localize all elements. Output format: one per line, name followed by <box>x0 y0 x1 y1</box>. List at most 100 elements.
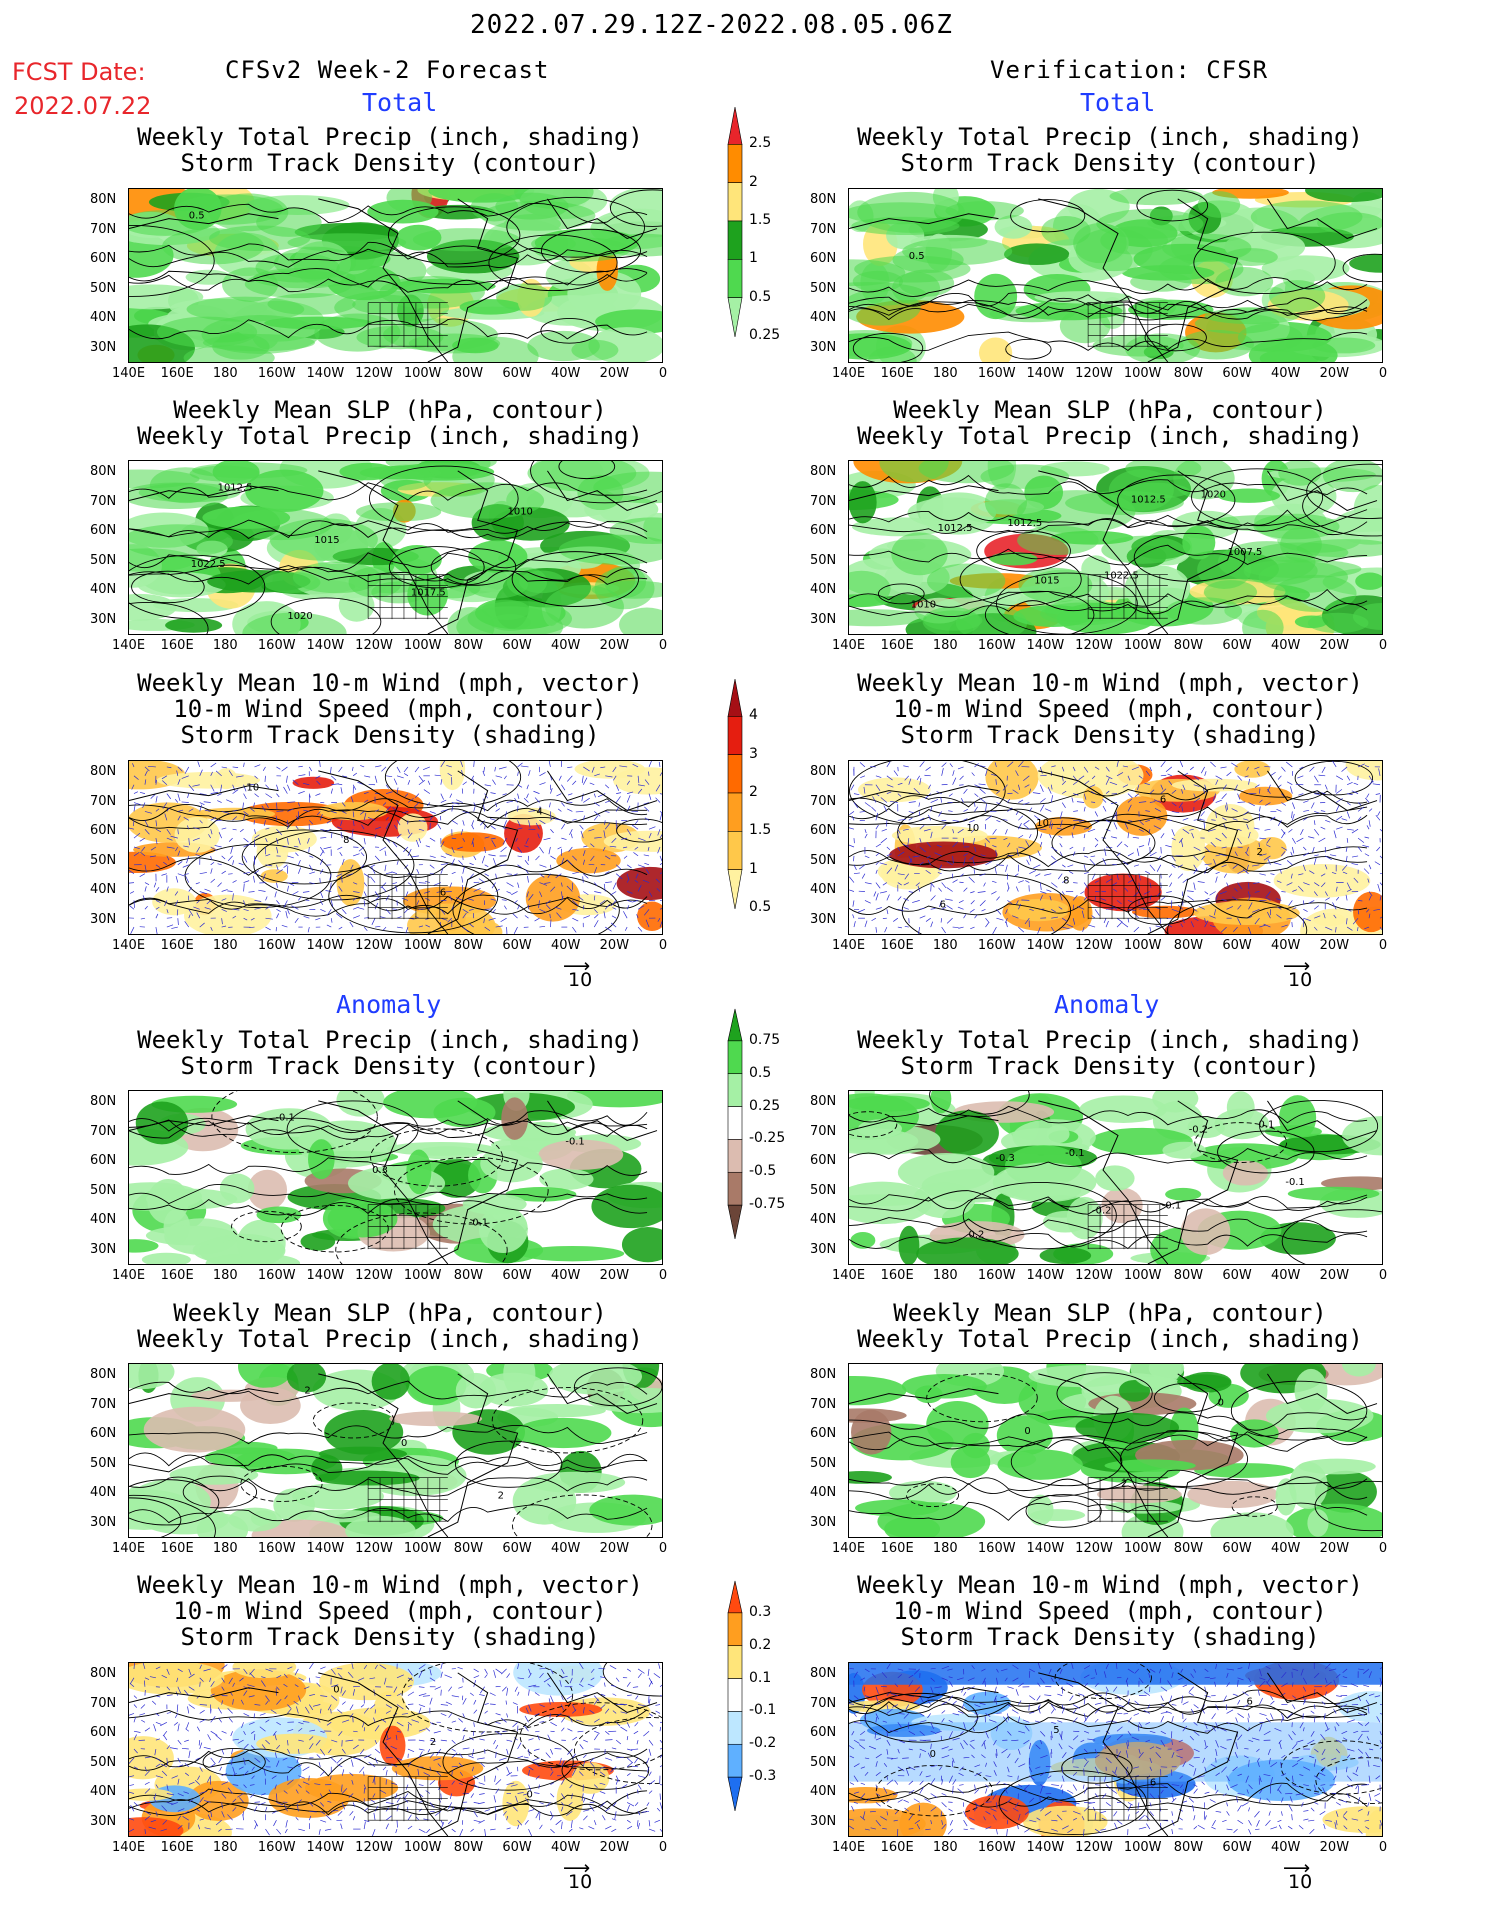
contour-label: 6 <box>940 899 946 910</box>
lon-tick-label: 120W <box>1075 938 1113 953</box>
lat-tick-label: 60N <box>90 251 117 266</box>
lon-tick-label: 80W <box>453 366 484 381</box>
lon-tick-label: 60W <box>1222 638 1252 653</box>
contour-label: 0 <box>1024 1426 1030 1437</box>
contour-label: 2 <box>430 1737 436 1748</box>
lat-tick-label: 50N <box>90 552 117 568</box>
colorbar-label: 0.25 <box>749 327 781 343</box>
contour-label: -0.3 <box>995 1153 1014 1164</box>
lat-tick-label: 70N <box>90 1123 117 1139</box>
lon-tick-label: 60W <box>1222 1268 1252 1283</box>
contour-label: -0.1 <box>275 1113 294 1124</box>
contour-layer <box>129 1367 662 1537</box>
lat-tick-label: 50N <box>90 1182 117 1198</box>
obs-wind_total-title-line: Weekly Mean 10-m Wind (mph, vector) <box>857 669 1363 697</box>
coastline-layer <box>129 1672 658 1836</box>
verification-total-label: Total <box>1080 88 1156 117</box>
contour-label: 2 <box>498 1490 504 1501</box>
lon-tick-label: 20W <box>599 1268 630 1283</box>
vector-reference-arrow-icon: ⟶ <box>563 1857 591 1879</box>
forecast-anomaly-label: Anomaly <box>336 990 442 1019</box>
lon-tick-label: 20W <box>1319 366 1350 381</box>
contour-label: -0.2 <box>1092 1206 1111 1217</box>
coastline-layer <box>129 470 658 634</box>
lat-tick-label: 40N <box>810 582 837 597</box>
lon-tick-label: 120W <box>1075 1840 1113 1855</box>
lon-tick-label: 80W <box>1173 938 1204 953</box>
lon-tick-label: 100W <box>1123 938 1162 953</box>
lon-tick-label: 0 <box>1378 1541 1388 1556</box>
lon-tick-label: 60W <box>1222 938 1252 953</box>
lon-tick-label: 60W <box>502 366 532 381</box>
lon-tick-label: 160W <box>977 1541 1016 1556</box>
lon-tick-label: 160W <box>257 638 296 653</box>
vector-reference-value: 10 <box>568 969 593 991</box>
lat-tick-label: 50N <box>810 280 837 296</box>
lon-tick-label: 160W <box>257 938 296 953</box>
contour-layer <box>129 461 662 634</box>
colorbar-label: 0.3 <box>749 1603 772 1620</box>
colorbar-label: 2 <box>749 784 758 800</box>
lon-tick-label: 160W <box>977 1268 1016 1283</box>
lon-tick-label: 20W <box>599 938 630 953</box>
coastline-layer <box>129 770 658 934</box>
vector-reference-arrow-icon: ⟶ <box>563 955 591 977</box>
lon-tick-label: 140E <box>112 1541 146 1556</box>
lon-tick-label: 100W <box>403 938 442 953</box>
lon-tick-label: 40W <box>1271 1840 1301 1855</box>
contour-label: 10 <box>247 783 260 794</box>
lon-tick-label: 140E <box>112 638 146 653</box>
lat-tick-label: 30N <box>810 611 837 627</box>
vector-reference-arrow-icon: ⟶ <box>1283 955 1311 977</box>
lon-tick-label: 100W <box>403 1541 442 1556</box>
lon-tick-label: 0 <box>1378 638 1388 653</box>
lat-tick-label: 30N <box>810 911 837 927</box>
contour-label: -0.2 <box>1189 1125 1208 1136</box>
coastline-layer <box>849 470 1378 634</box>
lon-tick-label: 140W <box>306 1268 345 1283</box>
fcst-wind_anom-map: 0 2 0 <box>128 1662 663 1837</box>
colorbar-label: 0.5 <box>749 288 772 305</box>
fcst-wind_total-title-line: Weekly Mean 10-m Wind (mph, vector) <box>137 669 643 697</box>
colorbar-storm_anom <box>727 1580 743 1816</box>
contour-label: 1007.5 <box>1228 547 1263 558</box>
lat-tick-label: 50N <box>810 1754 837 1770</box>
vector-layer <box>849 761 1382 934</box>
lat-tick-label: 50N <box>90 1754 117 1770</box>
lon-tick-label: 160W <box>257 1840 296 1855</box>
contour-label: 0.5 <box>909 251 925 262</box>
lon-tick-label: 60W <box>1222 1840 1252 1855</box>
contour-label: 8 <box>1063 876 1069 887</box>
colorbar-label: 1.5 <box>749 212 772 228</box>
contour-layer <box>849 463 1382 634</box>
obs-precip_total-title-line: Storm Track Density (contour) <box>900 149 1320 177</box>
colorbar-label: 1 <box>749 860 758 877</box>
lat-tick-label: 80N <box>810 764 837 779</box>
colorbar-label: 3 <box>749 745 758 762</box>
lon-tick-label: 180 <box>212 638 238 653</box>
lon-tick-label: 20W <box>599 1541 630 1556</box>
lat-tick-label: 70N <box>810 1396 837 1412</box>
obs-precip_anom-map: -0.3 -0.2 -0.2 -0.1 0.2 -0.1 -0.1 0.1 <box>848 1090 1383 1265</box>
contour-label: 1020 <box>1201 490 1226 501</box>
lat-tick-label: 60N <box>810 823 837 838</box>
colorbar-label: 0.2 <box>749 1636 772 1653</box>
lon-tick-label: 140W <box>1026 638 1065 653</box>
obs-wind_anom-title-line: Weekly Mean 10-m Wind (mph, vector) <box>857 1571 1363 1599</box>
fcst-precip_total-title-line: Storm Track Density (contour) <box>180 149 600 177</box>
lat-tick-label: 40N <box>810 1485 837 1500</box>
lon-tick-label: 140E <box>112 938 146 953</box>
lon-tick-label: 0 <box>1378 1268 1388 1283</box>
coastline-layer <box>129 1100 658 1264</box>
lon-tick-label: 180 <box>932 1541 958 1556</box>
obs-slp_anom-map: 0 2 0 <box>848 1363 1383 1538</box>
lon-tick-label: 120W <box>355 366 393 381</box>
contour-label: 1010 <box>508 506 533 517</box>
contour-layer <box>849 761 1374 934</box>
lon-tick-label: 60W <box>502 1541 532 1556</box>
lon-tick-label: 80W <box>1173 1541 1204 1556</box>
colorbar-precip_total <box>727 106 743 342</box>
contour-label: 1017.5 <box>411 587 446 598</box>
lon-tick-label: 20W <box>1319 638 1350 653</box>
lat-tick-label: 30N <box>810 339 837 355</box>
